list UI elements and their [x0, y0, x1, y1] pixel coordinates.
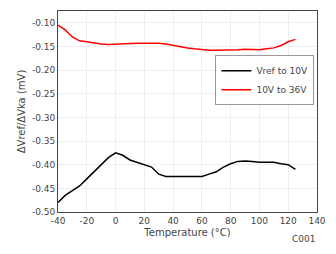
svg-text:-0.40: -0.40 [32, 160, 56, 170]
svg-text:0: 0 [113, 216, 119, 226]
svg-text:-0.10: -0.10 [32, 18, 56, 28]
svg-text:Temperature (°C): Temperature (°C) [143, 227, 230, 238]
svg-text:-0.35: -0.35 [32, 136, 55, 146]
svg-text:20: 20 [139, 216, 151, 226]
svg-text:-0.45: -0.45 [32, 184, 55, 194]
svg-text:ΔVref/ΔVka (mV): ΔVref/ΔVka (mV) [16, 70, 27, 154]
svg-text:-0.30: -0.30 [32, 113, 56, 123]
svg-text:-40: -40 [51, 216, 66, 226]
svg-text:40: 40 [167, 216, 179, 226]
svg-text:Vref to 10V: Vref to 10V [256, 66, 308, 76]
svg-text:10V to 36V: 10V to 36V [256, 85, 307, 95]
svg-text:-0.20: -0.20 [32, 65, 56, 75]
svg-text:60: 60 [196, 216, 208, 226]
svg-text:-0.50: -0.50 [32, 207, 56, 217]
svg-text:80: 80 [225, 216, 237, 226]
svg-text:-0.25: -0.25 [32, 89, 55, 99]
svg-text:-20: -20 [79, 216, 94, 226]
svg-text:120: 120 [280, 216, 297, 226]
svg-text:C001: C001 [292, 234, 315, 244]
svg-text:140: 140 [308, 216, 325, 226]
svg-text:100: 100 [251, 216, 268, 226]
svg-text:-0.15: -0.15 [32, 42, 55, 52]
